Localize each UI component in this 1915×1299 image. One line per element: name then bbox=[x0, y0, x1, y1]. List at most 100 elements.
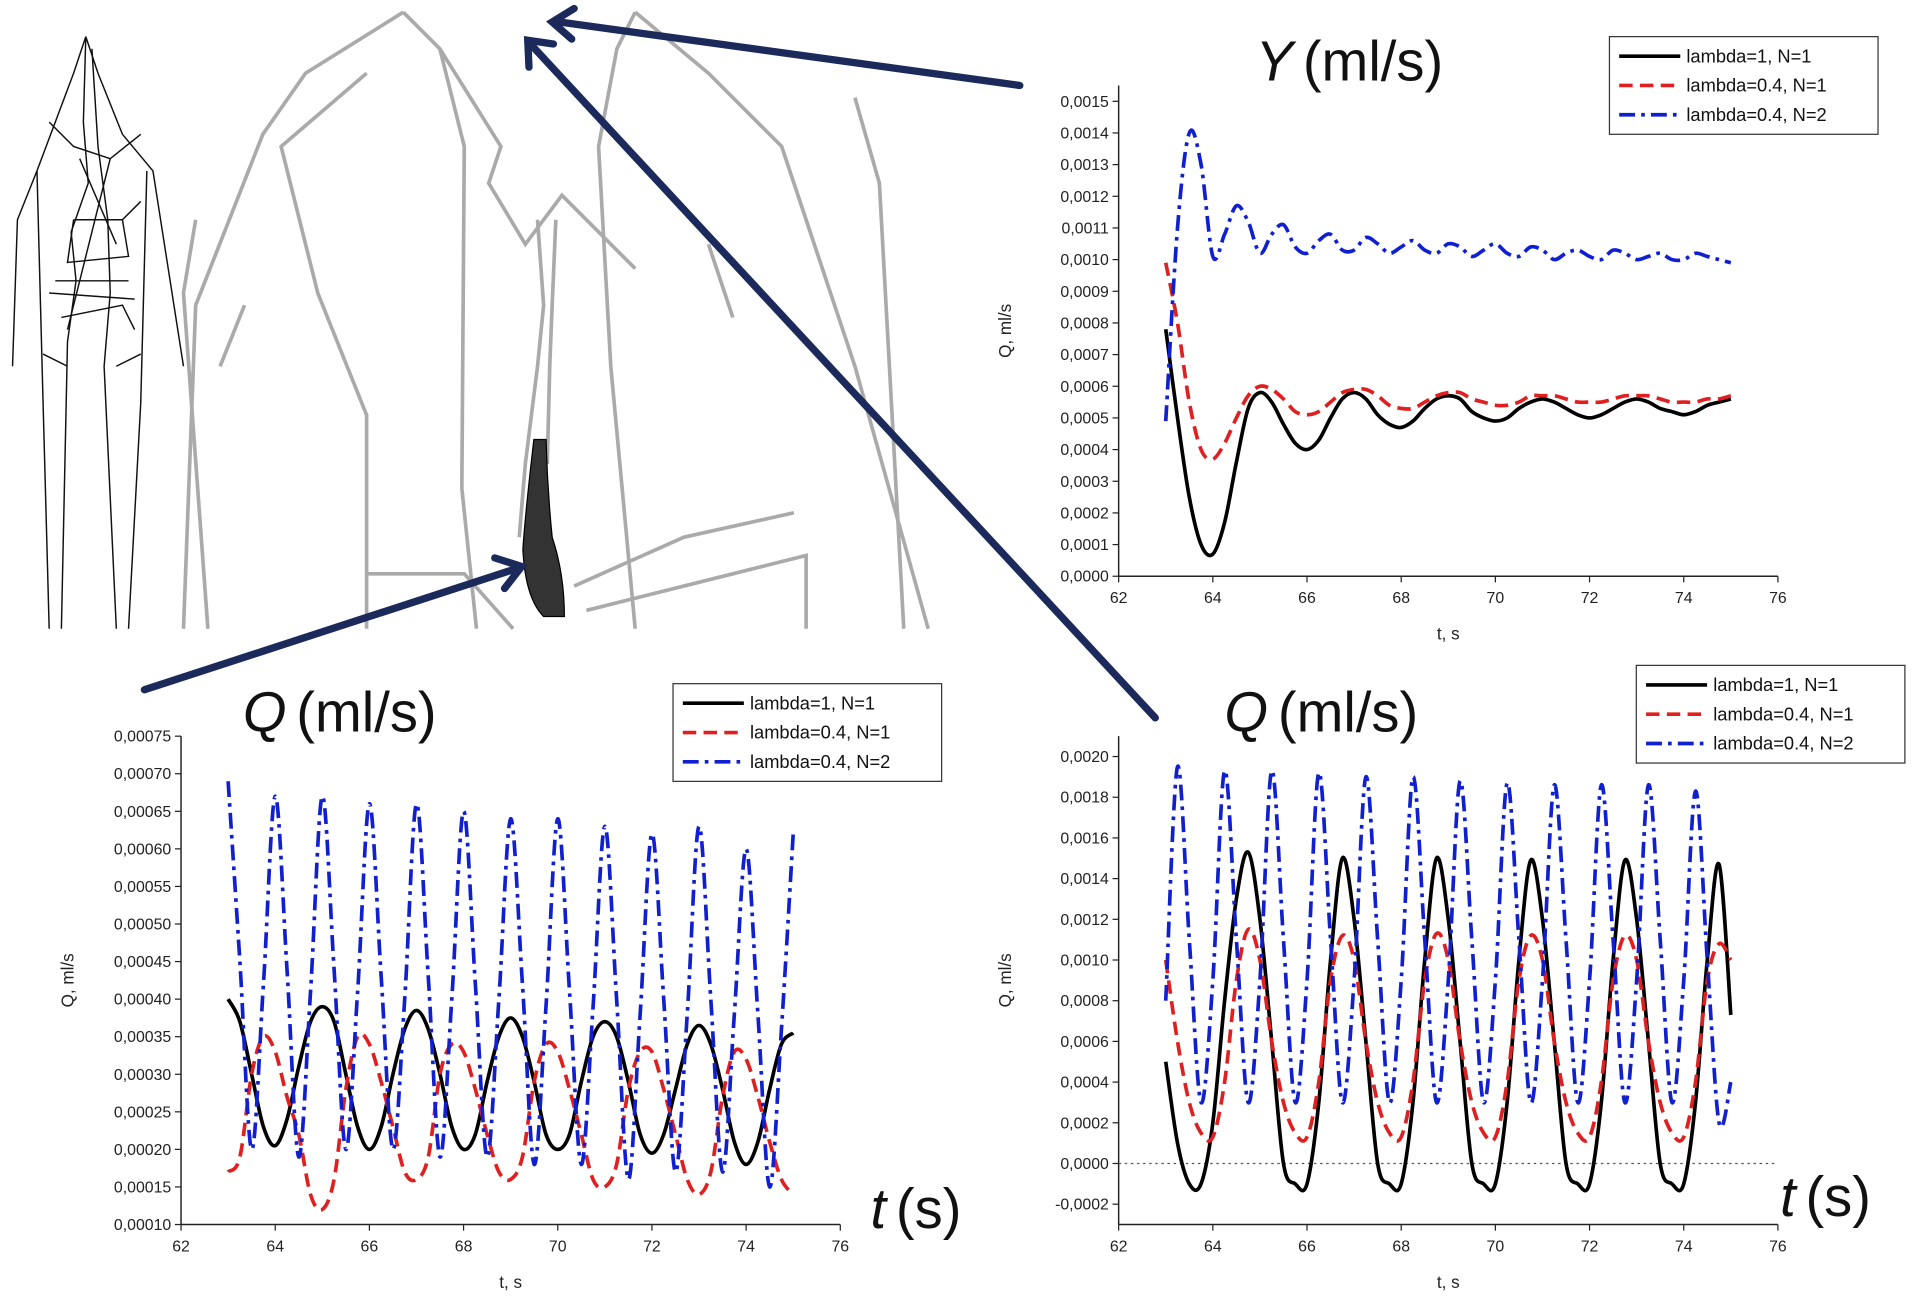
x-tick-label: 62 bbox=[1110, 590, 1128, 607]
y-tick-label: 0,00055 bbox=[114, 879, 172, 896]
data-line bbox=[1163, 329, 1732, 558]
y-tick-label: 0,0006 bbox=[1060, 1034, 1109, 1051]
x-tick-label: 68 bbox=[455, 1238, 473, 1255]
plot-annotation-symbol: Q bbox=[243, 680, 287, 743]
x-tick-label: 72 bbox=[1581, 590, 1599, 607]
legend-label: lambda=0.4, N=1 bbox=[1713, 703, 1853, 724]
plot-annotation-unit: (ml/s) bbox=[296, 680, 436, 743]
plot-annotation: Y (ml/s) bbox=[1256, 30, 1444, 93]
x-tick-label: 68 bbox=[1392, 590, 1410, 607]
data-line bbox=[1163, 262, 1732, 462]
x-tick-label: 70 bbox=[549, 1238, 567, 1255]
x-tick-label: 68 bbox=[1392, 1238, 1410, 1255]
legend-label: lambda=0.4, N=2 bbox=[1686, 104, 1826, 125]
y-tick-label: 0,0004 bbox=[1060, 442, 1109, 459]
y-axis-label: Q, ml/s bbox=[996, 304, 1015, 358]
data-line bbox=[226, 998, 795, 1167]
x-tick-label: 64 bbox=[1204, 1238, 1222, 1255]
y-tick-label: 0,00025 bbox=[114, 1104, 172, 1121]
y-tick-label: 0,00010 bbox=[114, 1217, 172, 1234]
data-line bbox=[1163, 927, 1733, 1143]
plot-annotation: Q (ml/s) bbox=[243, 680, 437, 743]
plot-annotation-symbol: Y bbox=[1256, 30, 1297, 93]
x-tick-label: 62 bbox=[1110, 1238, 1128, 1255]
legend: lambda=1, N=1 lambda=0.4, N=1 lambda=0.4, … bbox=[1608, 36, 1879, 135]
x-tick-label: 76 bbox=[1769, 1238, 1787, 1255]
x-axis-label: t, s bbox=[499, 1273, 522, 1292]
legend-label: lambda=0.4, N=1 bbox=[1686, 75, 1826, 96]
x-annotation-symbol: t bbox=[1780, 1165, 1798, 1228]
x-tick-label: 74 bbox=[1675, 1238, 1693, 1255]
y-tick-label: 0,0010 bbox=[1060, 953, 1109, 970]
y-tick-label: 0,0010 bbox=[1060, 252, 1109, 269]
plot-annotation-symbol: Q bbox=[1224, 680, 1268, 743]
x-tick-label: 76 bbox=[831, 1238, 849, 1255]
x-tick-label: 64 bbox=[266, 1238, 284, 1255]
legend-label: lambda=0.4, N=2 bbox=[750, 751, 890, 772]
plot-annotation-unit: (ml/s) bbox=[1278, 680, 1418, 743]
x-tick-label: 64 bbox=[1204, 590, 1222, 607]
y-tick-label: 0,0002 bbox=[1060, 1115, 1109, 1132]
y-tick-label: 0,0002 bbox=[1060, 505, 1109, 522]
y-tick-label: 0,0001 bbox=[1060, 537, 1109, 554]
x-annotation-symbol: t bbox=[871, 1177, 889, 1240]
model-illustration bbox=[11, 10, 930, 630]
data-line bbox=[226, 1031, 795, 1212]
y-tick-label: 0,0012 bbox=[1060, 912, 1109, 929]
y-tick-label: 0,0015 bbox=[1060, 94, 1109, 111]
y-axis-label: Q, ml/s bbox=[59, 953, 78, 1007]
chart: 0,00010 0,00015 0,00020 0,00025 0,00030 0,000… bbox=[59, 680, 962, 1292]
y-tick-label: 0,0007 bbox=[1060, 347, 1109, 364]
y-tick-label: -0,0002 bbox=[1055, 1197, 1109, 1214]
y-tick-label: 0,0006 bbox=[1060, 379, 1109, 396]
x-axis-label: t, s bbox=[1437, 1273, 1460, 1292]
y-tick-label: 0,0018 bbox=[1060, 790, 1109, 807]
x-tick-label: 66 bbox=[1298, 590, 1316, 607]
wireframe-small bbox=[11, 36, 185, 629]
y-tick-label: 0,00030 bbox=[114, 1067, 172, 1084]
legend-box bbox=[672, 683, 943, 782]
legend-box bbox=[1608, 36, 1879, 135]
y-tick-label: 0,0013 bbox=[1060, 157, 1109, 174]
legend: lambda=1, N=1 lambda=0.4, N=1 lambda=0.4, … bbox=[1635, 664, 1906, 764]
y-axis-label: Q, ml/s bbox=[996, 953, 1015, 1007]
arrow bbox=[523, 36, 1159, 722]
y-tick-label: 0,0020 bbox=[1060, 749, 1109, 766]
data-line bbox=[1163, 764, 1733, 1129]
y-tick-label: 0,00050 bbox=[114, 917, 172, 934]
legend-label: lambda=0.4, N=2 bbox=[1713, 733, 1853, 754]
y-tick-label: 0,0014 bbox=[1060, 871, 1109, 888]
legend-label: lambda=1, N=1 bbox=[1713, 674, 1838, 695]
legend-label: lambda=1, N=1 bbox=[750, 692, 875, 713]
x-annotation-unit: (s) bbox=[896, 1177, 961, 1240]
x-tick-label: 70 bbox=[1487, 1238, 1505, 1255]
y-tick-label: 0,0000 bbox=[1060, 569, 1109, 586]
x-annotation: t (s) bbox=[871, 1177, 962, 1240]
x-tick-label: 70 bbox=[1487, 590, 1505, 607]
arrow bbox=[140, 554, 528, 694]
chart: -0,0002 0,0000 0,0002 0,0004 0,0006 0,0008 0,0… bbox=[996, 664, 1906, 1292]
x-tick-label: 74 bbox=[737, 1238, 755, 1255]
y-tick-label: 0,00070 bbox=[114, 766, 172, 783]
legend-label: lambda=0.4, N=1 bbox=[750, 722, 890, 743]
legend: lambda=1, N=1 lambda=0.4, N=1 lambda=0.4, … bbox=[672, 683, 943, 782]
wireframe-large bbox=[181, 10, 930, 630]
y-tick-label: 0,00035 bbox=[114, 1029, 172, 1046]
y-tick-label: 0,0009 bbox=[1060, 284, 1109, 301]
y-tick-label: 0,0008 bbox=[1060, 993, 1109, 1010]
plot-annotation: Q (ml/s) bbox=[1224, 680, 1418, 743]
y-tick-label: 0,0014 bbox=[1060, 125, 1109, 142]
x-tick-label: 62 bbox=[172, 1238, 190, 1255]
y-tick-label: 0,0005 bbox=[1060, 410, 1109, 427]
arrow bbox=[546, 4, 1024, 90]
y-tick-label: 0,00040 bbox=[114, 992, 172, 1009]
y-tick-label: 0,0003 bbox=[1060, 474, 1109, 491]
x-tick-label: 72 bbox=[643, 1238, 661, 1255]
x-tick-label: 66 bbox=[361, 1238, 379, 1255]
arrows bbox=[140, 4, 1159, 722]
y-tick-label: 0,00015 bbox=[114, 1179, 172, 1196]
y-tick-label: 0,00060 bbox=[114, 841, 172, 858]
y-tick-label: 0,0000 bbox=[1060, 1156, 1109, 1173]
x-tick-label: 76 bbox=[1769, 590, 1787, 607]
